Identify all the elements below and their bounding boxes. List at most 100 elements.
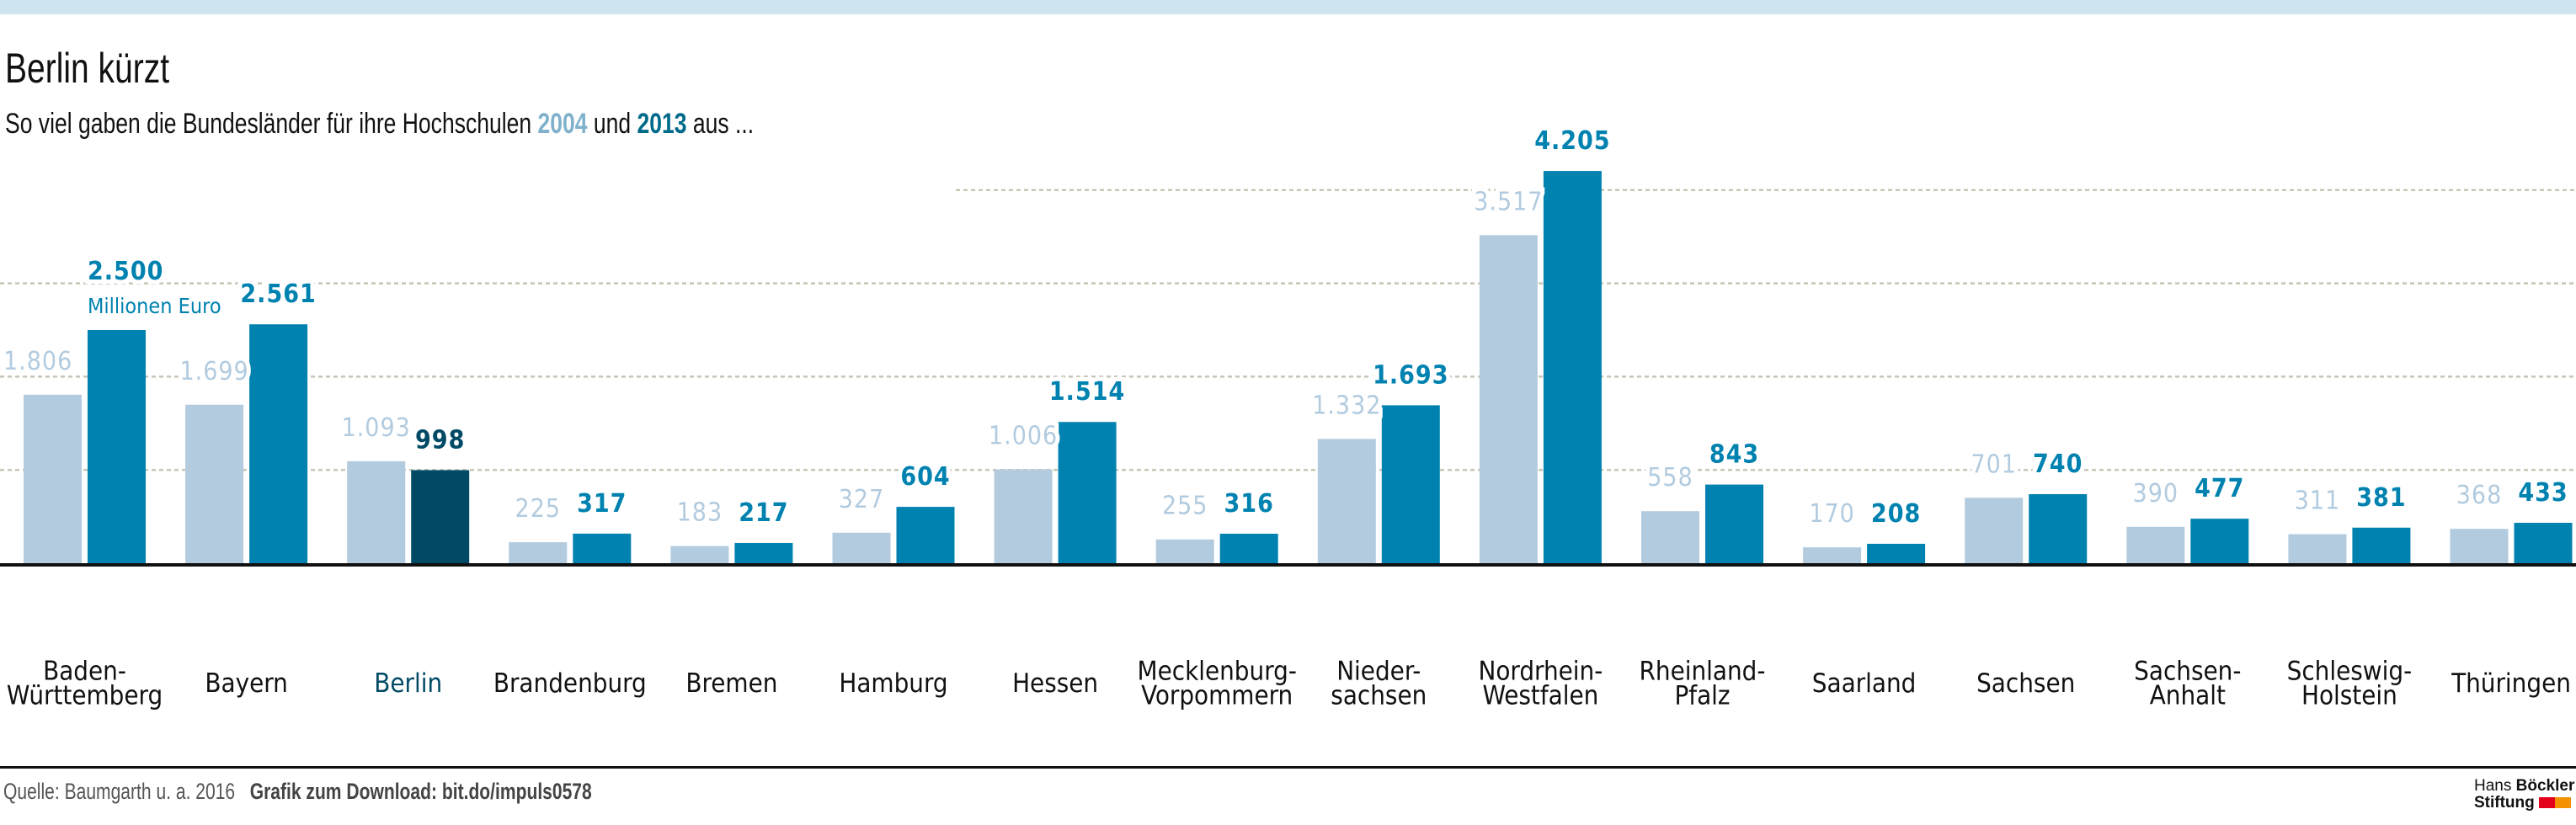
- value-label-halo: 217: [739, 498, 788, 528]
- value-label-halo: 170: [1809, 499, 1855, 529]
- category-label-hessen: Hessen: [1012, 668, 1098, 699]
- category-label-bremen: Bremen: [685, 668, 777, 699]
- bar-2013-berlin: [411, 470, 470, 563]
- bar-2013-schleswig-holstein: [2352, 527, 2411, 563]
- value-label-halo: 255: [1162, 492, 1208, 521]
- category-label-mecklenburg-vorpommern: Vorpommern: [1141, 681, 1293, 711]
- value-label-2013-bayern: 2.561: [240, 279, 316, 309]
- value-label-halo: 477: [2195, 474, 2244, 503]
- category-label-niedersachsen: Nieder-: [1336, 657, 1421, 687]
- unit-annotation: Millionen Euro: [88, 294, 221, 318]
- logo-orange-square-icon: [2555, 797, 2572, 809]
- value-label-2013-brandenburg: 317: [577, 489, 627, 519]
- value-label-2004-hamburg: 327: [839, 485, 885, 514]
- value-label-halo: 3.517: [1474, 187, 1543, 216]
- bar-2013-sachsen-anhalt: [2190, 519, 2249, 563]
- category-label-thüringen: Thüringen: [2451, 668, 2571, 699]
- chart-title: Berlin kürzt: [5, 44, 216, 93]
- bar-2004-brandenburg: [509, 542, 568, 563]
- value-label-halo: 843: [1709, 440, 1759, 470]
- bar-2004-saarland: [1803, 547, 1862, 563]
- value-label-halo: 183: [677, 498, 723, 528]
- chart-title-text: Berlin kürzt: [5, 45, 170, 92]
- bar-2004-sachsen-anhalt: [2126, 526, 2185, 563]
- bar-2004-bayern: [185, 404, 244, 563]
- category-label-berlin: Berlin: [374, 668, 442, 699]
- bar-2004-schleswig-holstein: [2288, 534, 2347, 563]
- bar-2004-niedersachsen: [1317, 439, 1376, 563]
- value-label-halo: 390: [2133, 479, 2179, 508]
- value-label-halo: 4.205: [1534, 126, 1610, 156]
- bars: [24, 171, 2573, 563]
- category-label-baden-württemberg: Württemberg: [7, 681, 163, 711]
- logo-text-hans: Hans: [2474, 777, 2516, 795]
- value-label-halo: 368: [2456, 481, 2503, 510]
- bar-2013-sachsen: [2029, 494, 2088, 563]
- value-label-halo: 604: [900, 462, 950, 492]
- bar-2013-baden-württemberg: [88, 330, 146, 563]
- category-labels: Baden-Württemberg Bayern Berlin Brandenburg…: [7, 657, 2571, 711]
- value-label-halo: 1.006: [989, 422, 1058, 451]
- value-label-halo: 433: [2518, 478, 2568, 508]
- category-label-schleswig-holstein: Holstein: [2301, 681, 2397, 711]
- value-label-halo: 316: [1224, 489, 1274, 519]
- value-label-2004-brandenburg: 225: [515, 494, 562, 524]
- value-label-2004-niedersachsen: 1.332: [1312, 391, 1381, 420]
- value-label-2013-sachsen-anhalt: 477: [2195, 474, 2244, 503]
- logo-text-stiftung: Stiftung: [2474, 794, 2535, 812]
- value-label-halo: 2.500: [88, 257, 163, 286]
- value-label-2013-schleswig-holstein: 381: [2356, 483, 2406, 513]
- category-label-rheinland-pfalz: Rheinland-: [1640, 657, 1766, 687]
- value-label-2013-hamburg: 604: [900, 462, 950, 492]
- value-label-2013-mecklenburg-vorpommern: 316: [1224, 489, 1274, 519]
- legend-year-2013: 2013: [637, 108, 687, 140]
- value-label-halo: 558: [1647, 463, 1693, 492]
- footer-divider: [0, 766, 2576, 769]
- value-label-halo: 208: [1871, 499, 1921, 529]
- chart-subtitle: So viel gaben die Bundesländer für ihre …: [5, 108, 965, 141]
- bar-2004-hamburg: [832, 532, 891, 563]
- value-label-2013-saarland: 208: [1871, 499, 1921, 529]
- value-label-2013-rheinland-pfalz: 843: [1709, 440, 1759, 470]
- bar-2013-niedersachsen: [1381, 405, 1440, 563]
- value-label-halo: 1.332: [1312, 391, 1381, 420]
- value-label-2004-thüringen: 368: [2456, 481, 2503, 510]
- category-label-bayern: Bayern: [205, 668, 287, 699]
- value-label-halo: 701: [1971, 450, 2017, 479]
- category-label-niedersachsen: sachsen: [1331, 681, 1427, 711]
- value-label-halo: 1.514: [1049, 377, 1125, 407]
- logo-text-boeckler: Böckler: [2515, 777, 2575, 795]
- bar-2013-nordrhein-westfalen: [1543, 171, 1602, 563]
- bar-2004-mecklenburg-vorpommern: [1155, 539, 1214, 563]
- value-label-2004-baden-württemberg: 1.806: [3, 347, 72, 376]
- value-label-2004-bremen: 183: [677, 498, 723, 528]
- value-label-2013-sachsen: 740: [2033, 450, 2083, 479]
- value-label-2004-saarland: 170: [1809, 499, 1855, 529]
- bar-2004-thüringen: [2450, 529, 2509, 563]
- value-label-2013-niedersachsen: 1.693: [1373, 360, 1448, 390]
- value-label-halo: 327: [839, 485, 885, 514]
- source-note: Quelle: Baumgarth u. a. 2016: [3, 779, 236, 804]
- bar-2004-berlin: [347, 460, 406, 563]
- value-label-halo: 740: [2033, 450, 2083, 479]
- value-label-2013-bremen: 217: [739, 498, 788, 528]
- value-label-halo: 1.093: [342, 413, 411, 443]
- bar-2004-bremen: [670, 546, 729, 563]
- hans-boeckler-logo: Hans Böckler Stiftung: [2474, 778, 2574, 812]
- download-link[interactable]: Grafik zum Download: bit.do/impuls0578: [249, 779, 592, 804]
- bar-2013-hamburg: [896, 507, 955, 563]
- bar-2013-bayern: [249, 324, 308, 563]
- chart-subtitle-text: So viel gaben die Bundesländer für ihre …: [5, 108, 754, 141]
- bar-2013-brandenburg: [573, 533, 632, 563]
- value-label-2004-hessen: 1.006: [989, 422, 1058, 451]
- category-label-sachsen-anhalt: Sachsen-: [2134, 657, 2241, 687]
- bar-2004-sachsen: [1965, 498, 2024, 563]
- value-label-halo: 998: [415, 425, 465, 455]
- value-label-2013-hessen: 1.514: [1049, 377, 1125, 407]
- category-label-nordrhein-westfalen: Westfalen: [1482, 681, 1598, 711]
- category-label-sachsen: Sachsen: [1976, 668, 2075, 699]
- value-label-2013-nordrhein-westfalen: 4.205: [1534, 126, 1610, 156]
- value-label-2004-berlin: 1.093: [342, 413, 411, 443]
- value-label-2013-berlin: 998: [415, 425, 465, 455]
